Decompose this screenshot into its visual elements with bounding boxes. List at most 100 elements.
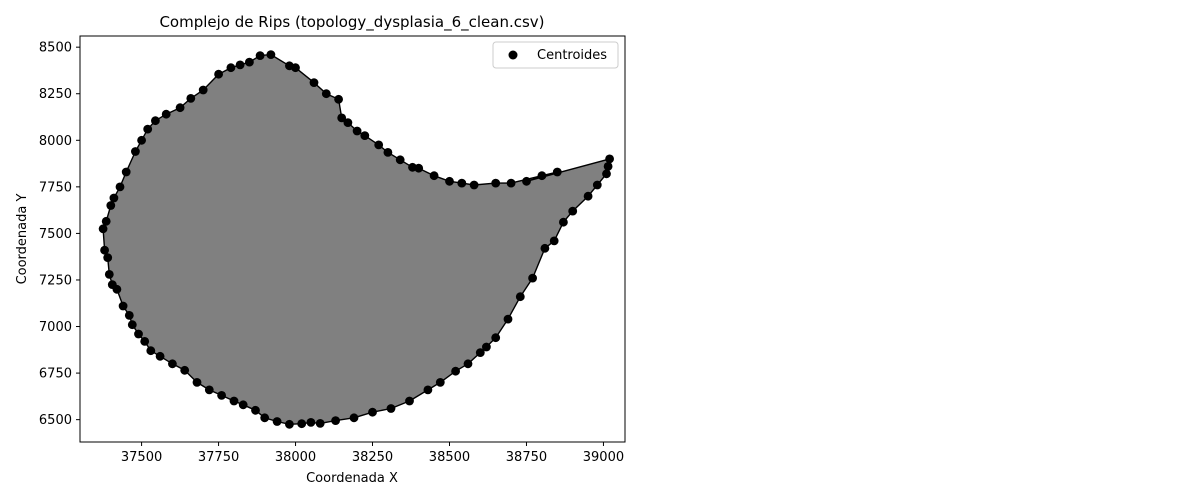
centroid-point: [101, 216, 111, 226]
centroid-point: [121, 167, 131, 177]
centroid-point: [540, 243, 550, 253]
centroid-point: [118, 301, 128, 311]
x-tick-label: 38750: [506, 450, 547, 465]
centroid-point: [109, 193, 119, 203]
centroid-point: [106, 201, 116, 210]
centroid-point: [491, 178, 501, 188]
centroid-point: [192, 378, 202, 387]
y-tick-label: 8000: [39, 134, 72, 149]
centroid-point: [414, 163, 424, 173]
centroid-point: [463, 359, 473, 369]
centroid-point: [429, 171, 439, 181]
centroid-point: [297, 419, 307, 429]
centroid-point: [537, 171, 547, 181]
centroid-point: [186, 94, 196, 103]
centroid-point: [457, 178, 467, 188]
centroid-point: [503, 314, 513, 324]
centroid-point: [251, 405, 260, 415]
centroid-point: [331, 416, 340, 425]
centroid-point: [180, 365, 190, 375]
y-tick-label: 8250: [39, 87, 72, 102]
centroid-point: [451, 366, 460, 376]
centroid-point: [285, 419, 294, 429]
centroid-point: [592, 180, 602, 190]
centroid-point: [134, 329, 143, 339]
centroid-point: [583, 191, 593, 201]
centroid-point: [112, 284, 122, 294]
centroid-point: [155, 351, 165, 361]
centroid-point: [337, 113, 347, 123]
centroid-point: [395, 155, 405, 165]
centroid-point: [528, 273, 537, 283]
x-tick-label: 38500: [429, 450, 470, 465]
centroid-point: [482, 342, 491, 352]
centroid-point: [151, 116, 160, 126]
legend-box: [492, 41, 619, 69]
x-tick-label: 39000: [583, 450, 624, 465]
centroid-point: [469, 180, 479, 190]
centroid-point: [146, 346, 156, 356]
centroid-point: [104, 270, 114, 279]
centroid-point: [124, 311, 134, 320]
centroid-point: [445, 176, 454, 186]
plot-frame: [79, 35, 626, 443]
legend-label: Centroides: [537, 48, 607, 63]
centroid-point: [515, 292, 525, 302]
centroid-point: [137, 135, 147, 145]
centroid-points: [98, 50, 614, 429]
centroid-point: [603, 162, 613, 171]
x-tick-label: 38000: [275, 450, 316, 465]
x-tick-label: 38250: [352, 450, 393, 465]
y-tick-label: 7750: [39, 180, 72, 195]
x-tick-label: 37750: [198, 450, 239, 465]
centroid-point: [568, 206, 578, 216]
centroid-point: [549, 236, 559, 246]
centroid-point: [168, 359, 177, 369]
centroid-point: [522, 176, 531, 186]
centroid-point: [343, 118, 353, 127]
x-axis: 37500 37750 38000 38250 38500 38750 39000: [121, 442, 624, 465]
centroid-point: [217, 391, 227, 400]
centroid-point: [238, 400, 248, 410]
centroid-point: [266, 50, 276, 59]
centroid-point: [260, 413, 270, 423]
y-tick-label: 6750: [39, 367, 72, 382]
y-tick-label: 6500: [39, 413, 72, 428]
centroid-point: [98, 224, 108, 234]
legend-marker: [508, 50, 518, 60]
centroid-point: [103, 253, 113, 262]
y-tick-label: 7250: [39, 273, 72, 288]
centroid-point: [309, 78, 319, 87]
centroid-point: [235, 60, 245, 70]
centroid-point: [374, 140, 384, 150]
centroid-point: [100, 245, 109, 255]
centroid-point: [229, 396, 239, 406]
legend: Centroides: [492, 41, 619, 69]
centroid-point: [204, 385, 214, 395]
y-axis: 6500 6750 7000 7250 7500 7750 8000 8250 8500: [39, 41, 80, 428]
centroid-point: [435, 378, 445, 387]
plot-area: [98, 50, 614, 429]
centroid-point: [383, 148, 393, 157]
centroid-point: [131, 147, 140, 156]
centroid-point: [127, 320, 137, 330]
centroid-point: [140, 337, 150, 346]
centroid-point: [272, 417, 282, 426]
y-tick-label: 7000: [39, 320, 72, 335]
centroid-point: [552, 167, 562, 177]
centroid-point: [291, 63, 300, 73]
centroid-point: [315, 419, 325, 428]
centroid-point: [368, 407, 377, 417]
centroid-point: [602, 169, 611, 179]
centroid-point: [226, 63, 236, 73]
x-tick-label: 37500: [121, 450, 162, 465]
centroid-point: [321, 89, 331, 99]
centroid-point: [475, 348, 485, 357]
x-axis-title: Coordenada X: [306, 471, 398, 486]
centroid-point: [198, 85, 208, 95]
centroid-point: [349, 413, 359, 423]
y-tick-label: 8500: [39, 41, 72, 56]
centroid-point: [161, 109, 171, 119]
centroid-point: [405, 396, 414, 406]
